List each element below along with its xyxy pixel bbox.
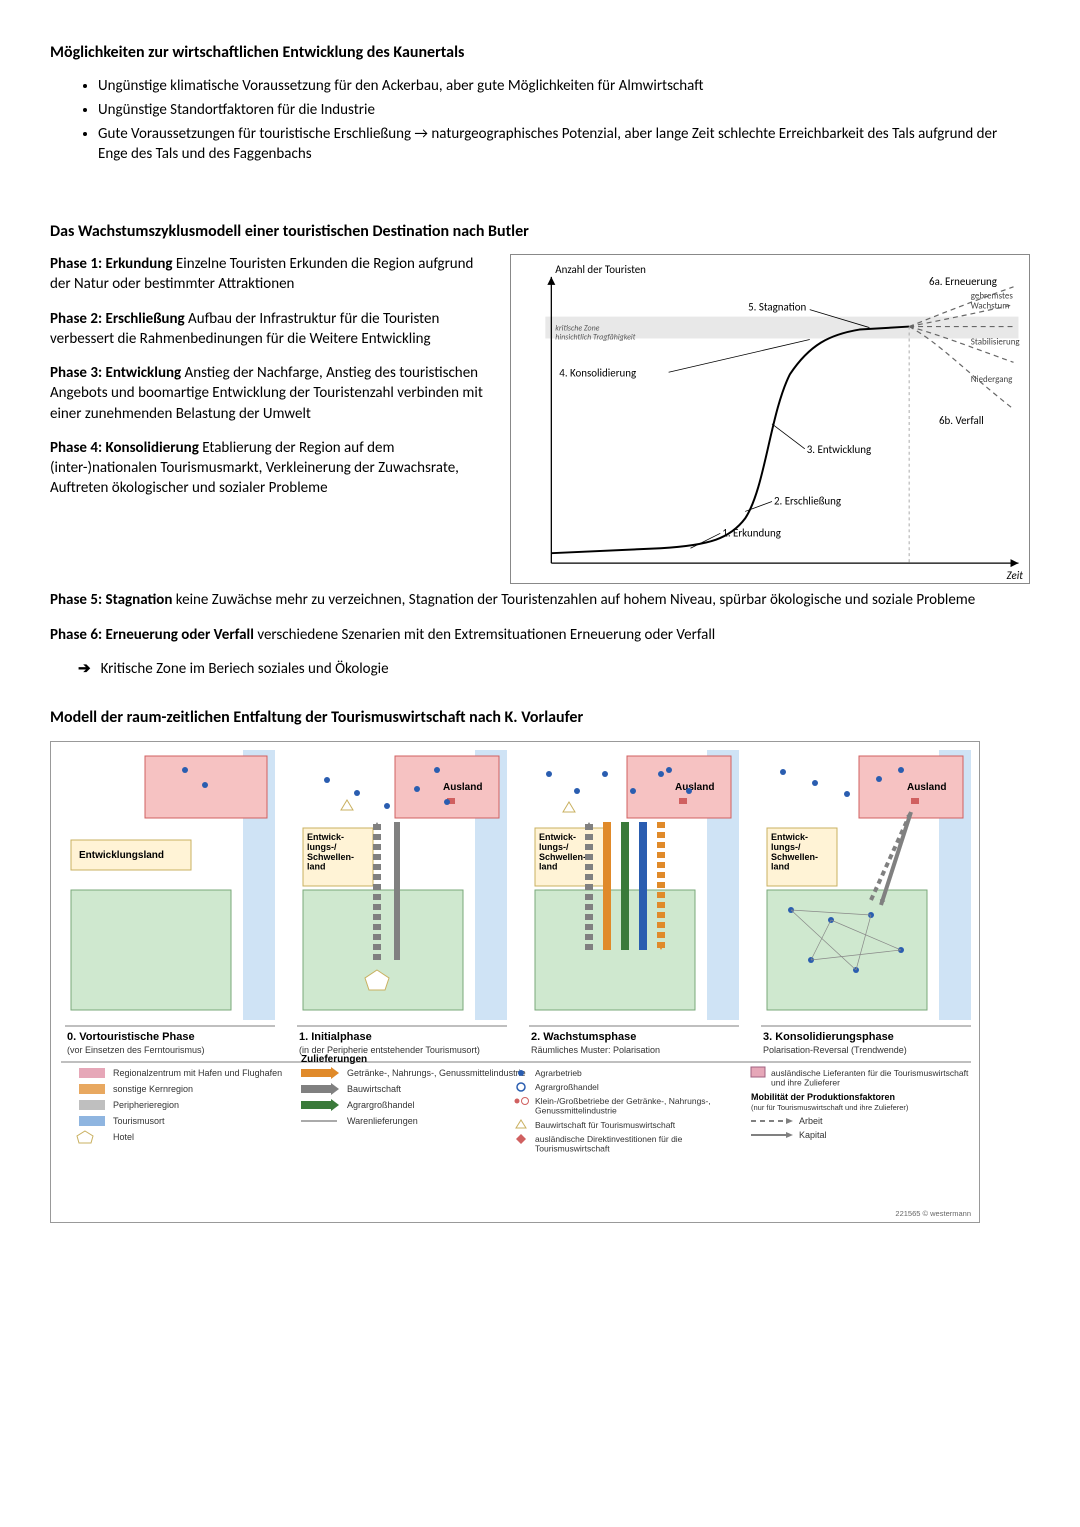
svg-text:ausländische Direktinvestition: ausländische Direktinvestitionen für die… bbox=[535, 1134, 683, 1153]
svg-text:Stabilisierung: Stabilisierung bbox=[971, 337, 1021, 348]
svg-text:Wachstum: Wachstum bbox=[971, 301, 1010, 312]
heading-butler: Das Wachstumszyklusmodell einer touristi… bbox=[50, 221, 1030, 243]
svg-text:Klein-/Großbetriebe der Geträn: Klein-/Großbetriebe der Getränke-, Nahru… bbox=[535, 1096, 711, 1115]
svg-text:3. Konsolidierungsphase: 3. Konsolidierungsphase bbox=[763, 1031, 894, 1043]
svg-text:Hotel: Hotel bbox=[113, 1132, 134, 1142]
svg-text:Anzahl der Touristen: Anzahl der Touristen bbox=[555, 263, 646, 276]
heading-opportunities: Möglichkeiten zur wirtschaftlichen Entwi… bbox=[50, 42, 1030, 64]
svg-text:Polarisation-Reversal (Trendwe: Polarisation-Reversal (Trendwende) bbox=[763, 1045, 907, 1055]
svg-text:Kapital: Kapital bbox=[799, 1130, 827, 1140]
svg-text:5. Stagnation: 5. Stagnation bbox=[748, 301, 806, 314]
phase-5: Phase 5: Stagnation keine Zuwächse mehr … bbox=[50, 590, 1030, 610]
phase-title: Phase 1: Erkundung bbox=[50, 255, 173, 273]
phase-title: Phase 3: Entwicklung bbox=[50, 364, 181, 382]
phase-body: verschiedene Szenarien mit den Extremsit… bbox=[254, 626, 715, 644]
phase-4: Phase 4: Konsolidierung Etablierung der … bbox=[50, 438, 492, 499]
phase-2: Phase 2: Erschließung Aufbau der Infrast… bbox=[50, 309, 492, 350]
svg-text:221565 © westermann: 221565 © westermann bbox=[895, 1209, 971, 1218]
bullet-item: Ungünstige klimatische Voraussetzung für… bbox=[98, 76, 1030, 96]
phase-title: Phase 2: Erschließung bbox=[50, 310, 185, 328]
phase-title: Phase 4: Konsolidierung bbox=[50, 439, 199, 457]
svg-text:Niedergang: Niedergang bbox=[971, 374, 1013, 385]
svg-text:Arbeit: Arbeit bbox=[799, 1116, 823, 1126]
svg-text:2. Erschließung: 2. Erschließung bbox=[774, 495, 841, 508]
svg-text:Agrargroßhandel: Agrargroßhandel bbox=[535, 1082, 599, 1092]
svg-text:Bauwirtschaft: Bauwirtschaft bbox=[347, 1084, 402, 1094]
bullets-opportunities: Ungünstige klimatische Voraussetzung für… bbox=[50, 76, 1030, 165]
critical-note-list: Kritische Zone im Beriech soziales und Ö… bbox=[50, 659, 1030, 679]
svg-text:Agrarbetrieb: Agrarbetrieb bbox=[535, 1068, 582, 1078]
svg-text:Ausland: Ausland bbox=[443, 782, 482, 793]
svg-text:3. Entwicklung: 3. Entwicklung bbox=[807, 443, 871, 456]
svg-text:ausländische Lieferanten für d: ausländische Lieferanten für die Tourism… bbox=[771, 1068, 969, 1087]
svg-text:Tourismusort: Tourismusort bbox=[113, 1116, 165, 1126]
svg-text:6a. Erneuerung: 6a. Erneuerung bbox=[929, 275, 997, 288]
svg-text:1. Initialphase: 1. Initialphase bbox=[299, 1031, 372, 1043]
svg-text:Getränke-, Nahrungs-, Genussmi: Getränke-, Nahrungs-, Genussmittelindust… bbox=[347, 1068, 526, 1078]
butler-chart: Anzahl der Touristen Zeit kritische Zone… bbox=[510, 254, 1030, 584]
bullet-item: Ungünstige Standortfaktoren für die Indu… bbox=[98, 100, 1030, 120]
svg-text:Peripherieregion: Peripherieregion bbox=[113, 1100, 179, 1110]
svg-text:Ausland: Ausland bbox=[675, 782, 714, 793]
vorlaufer-diagram: Entwicklungsland 0. Vortouristische Phase… bbox=[50, 741, 980, 1223]
svg-text:4. Konsolidierung: 4. Konsolidierung bbox=[559, 366, 636, 379]
svg-text:Zeit: Zeit bbox=[1007, 569, 1024, 582]
bullet-item: Gute Voraussetzungen für touristische Er… bbox=[98, 124, 1030, 165]
svg-text:Entwicklungsland: Entwicklungsland bbox=[79, 850, 164, 861]
heading-vorlaufer: Modell der raum-zeitlichen Entfaltung de… bbox=[50, 707, 1030, 729]
svg-text:(vor Einsetzen des Ferntourism: (vor Einsetzen des Ferntourismus) bbox=[67, 1045, 205, 1055]
phase-title: Phase 6: Erneuerung oder Verfall bbox=[50, 626, 254, 644]
svg-text:Ausland: Ausland bbox=[907, 782, 946, 793]
svg-text:Warenlieferungen: Warenlieferungen bbox=[347, 1116, 418, 1126]
svg-text:(nur für Tourismuswirtschaft u: (nur für Tourismuswirtschaft und ihre Zu… bbox=[751, 1103, 909, 1112]
phase-1: Phase 1: Erkundung Einzelne Touristen Er… bbox=[50, 254, 492, 295]
svg-text:sonstige Kernregion: sonstige Kernregion bbox=[113, 1084, 193, 1094]
svg-text:Agrargroßhandel: Agrargroßhandel bbox=[347, 1100, 415, 1110]
svg-text:Zulieferungen: Zulieferungen bbox=[301, 1054, 367, 1065]
phase-body: keine Zuwächse mehr zu verzeichnen, Stag… bbox=[172, 591, 975, 609]
svg-text:0. Vortouristische Phase: 0. Vortouristische Phase bbox=[67, 1031, 195, 1043]
critical-note: Kritische Zone im Beriech soziales und Ö… bbox=[78, 659, 1030, 679]
svg-text:Regionalzentrum mit Hafen und: Regionalzentrum mit Hafen und Flughafen bbox=[113, 1068, 282, 1078]
phase-title: Phase 5: Stagnation bbox=[50, 591, 172, 609]
svg-text:1. Erkundung: 1. Erkundung bbox=[722, 526, 781, 539]
svg-text:2. Wachstumsphase: 2. Wachstumsphase bbox=[531, 1031, 636, 1043]
svg-text:6b. Verfall: 6b. Verfall bbox=[939, 414, 984, 427]
svg-text:Mobilität der Produktionsfakto: Mobilität der Produktionsfaktoren bbox=[751, 1092, 895, 1102]
phase-6: Phase 6: Erneuerung oder Verfall verschi… bbox=[50, 625, 1030, 645]
svg-text:Bauwirtschaft für Tourismuswir: Bauwirtschaft für Tourismuswirtschaft bbox=[535, 1120, 676, 1130]
svg-text:Räumliches Muster: Polarisatio: Räumliches Muster: Polarisation bbox=[531, 1045, 660, 1055]
phase-3: Phase 3: Entwicklung Anstieg der Nachfar… bbox=[50, 363, 492, 424]
svg-text:hinsichtlich Tragfähigkeit: hinsichtlich Tragfähigkeit bbox=[555, 333, 635, 343]
